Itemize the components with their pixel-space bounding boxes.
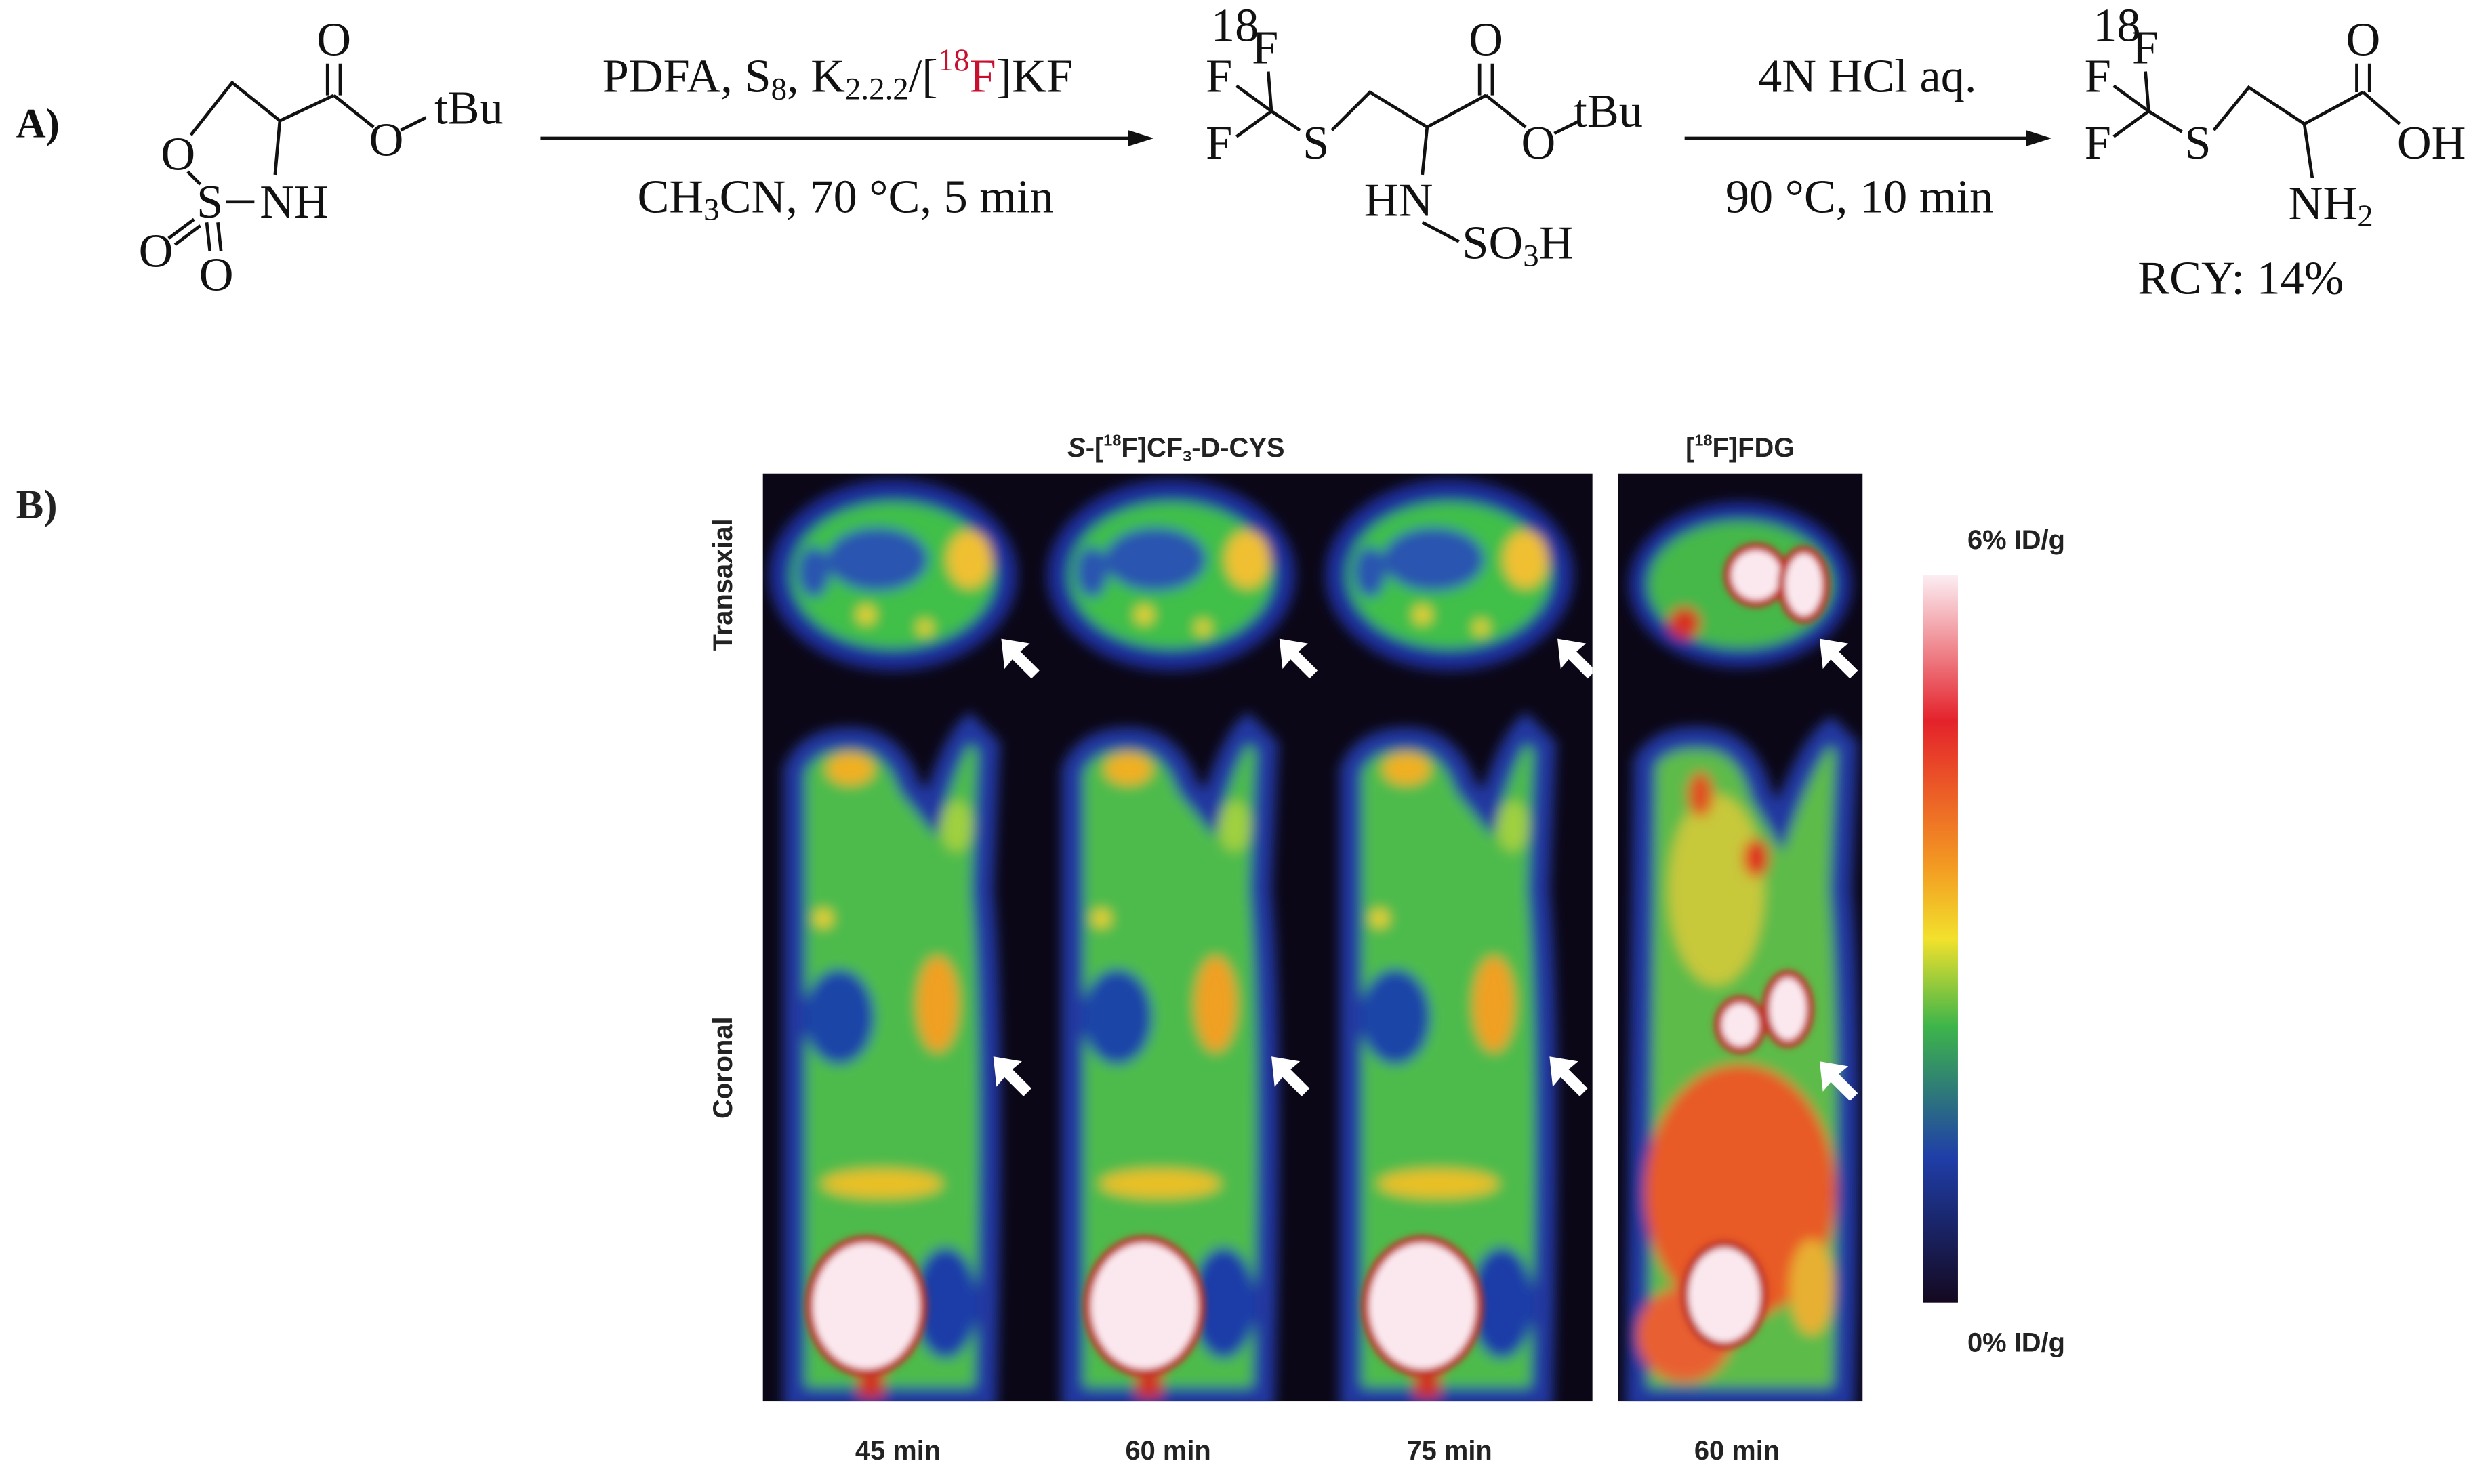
t: -[ [1086, 433, 1104, 463]
reagents: 4N HCl aq. [1758, 50, 1976, 103]
shape [769, 480, 1595, 1398]
t: 3 [703, 192, 719, 228]
group-title: [18F]FDG [1686, 431, 1795, 463]
reactant: O O tBu O S NH O O [139, 14, 504, 302]
scheme: A) O O tBu O S NH O O PDFA, S8, K2.2.2/[… [16, 0, 2466, 304]
shape [1789, 1239, 1835, 1335]
t: ]KF [996, 50, 1073, 103]
atom: F [1252, 21, 1278, 74]
atom: O [1521, 117, 1556, 169]
shape [1645, 1064, 1836, 1319]
shape [1235, 63, 1580, 243]
shape [1680, 1240, 1768, 1350]
isotope: 18 [2093, 0, 2140, 52]
atom: O [316, 14, 351, 66]
t: 8 [771, 71, 787, 106]
atom: OH [2397, 117, 2466, 169]
t: -D-CYS [1191, 433, 1284, 463]
pet-images [762, 474, 1863, 1402]
shape [1688, 772, 1713, 817]
shape [1669, 794, 1764, 985]
intermediate: 18 F F F S O O tBu HN SO3H [1206, 0, 1643, 274]
pet-panel: B) S-[18F]CF3-D-CYS [18F]FDG Transaxial … [16, 431, 2065, 1465]
time-label: 60 min [1694, 1436, 1780, 1466]
atom: F [2085, 50, 2111, 103]
scale-label: 6% ID/g [1967, 525, 2065, 555]
t: [ [1686, 433, 1694, 463]
t: 2.2.2 [845, 71, 909, 106]
atom: F [1206, 117, 1232, 169]
shape [1128, 130, 1154, 146]
time-label: 60 min [1125, 1436, 1210, 1466]
yield: RCY: 14% [2138, 251, 2344, 304]
t: H [1539, 217, 1574, 270]
scale-label: 0% ID/g [1967, 1327, 2065, 1357]
t: , K [787, 50, 845, 103]
shape [1669, 606, 1701, 639]
t: 18 [1103, 431, 1121, 449]
colorbar [1923, 575, 1958, 1303]
t: NH [2289, 177, 2358, 230]
atom: tBu [1574, 85, 1643, 138]
conditions: CH3CN, 70 °C, 5 min [637, 171, 1053, 228]
shape [2026, 130, 2052, 146]
shape [2112, 63, 2401, 178]
atom: S [197, 176, 223, 228]
t: 3 [1183, 447, 1191, 465]
atom: HN [1364, 173, 1433, 226]
atom: F [1206, 50, 1232, 103]
t: PDFA, S [602, 50, 771, 103]
reagents: PDFA, S8, K2.2.2/[18F]KF [602, 43, 1073, 106]
row-label: Transaxial [708, 518, 738, 651]
atom: tBu [434, 81, 504, 134]
t: CN, 70 °C, 5 min [720, 171, 1054, 224]
shape [1714, 995, 1767, 1054]
time-label: 45 min [855, 1436, 941, 1466]
t: F [970, 50, 996, 103]
atom: F [2085, 117, 2111, 169]
pet-image [1625, 501, 1859, 1402]
t: 2 [2357, 199, 2373, 234]
shape [1761, 970, 1814, 1048]
t: S [1067, 433, 1086, 463]
conditions: 90 °C, 10 min [1725, 171, 1993, 224]
t: 18 [1694, 431, 1712, 449]
time-label: 75 min [1406, 1436, 1492, 1466]
panel-label: B) [16, 482, 58, 528]
atom: SO3H [1462, 217, 1573, 274]
atom: O [199, 249, 234, 302]
atom: S [2184, 117, 2211, 169]
t: /[ [909, 50, 938, 103]
arrow-1: PDFA, S8, K2.2.2/[18F]KF CH3CN, 70 °C, 5… [540, 43, 1154, 228]
atom: NH [260, 176, 329, 228]
atom: O [2346, 14, 2380, 66]
t: F]FDG [1713, 433, 1795, 463]
shape [1680, 542, 1831, 1350]
atom: O [1469, 14, 1503, 66]
t: SO [1462, 217, 1523, 270]
shape [1743, 839, 1769, 878]
t: CH [637, 171, 703, 224]
shape [1777, 545, 1831, 624]
row-label: Coronal [708, 1016, 738, 1119]
atom: O [139, 224, 173, 277]
arrow-2: 4N HCl aq. 90 °C, 10 min [1684, 50, 2052, 224]
t: 3 [1523, 239, 1538, 274]
panel-label: A) [16, 101, 60, 146]
atom: NH2 [2289, 177, 2373, 234]
atom: F [2132, 21, 2159, 74]
shape [167, 63, 427, 251]
t: 18 [938, 43, 970, 78]
atom: O [161, 127, 195, 180]
shape [1723, 542, 1789, 608]
t: F]CF [1121, 433, 1183, 463]
product: 18 F F F S O OH NH2 RCY: 14% [2085, 0, 2466, 304]
atom: S [1303, 117, 1329, 169]
isotope: 18 [1211, 0, 1259, 52]
group-title: S-[18F]CF3-D-CYS [1067, 431, 1284, 464]
atom: O [369, 113, 404, 166]
